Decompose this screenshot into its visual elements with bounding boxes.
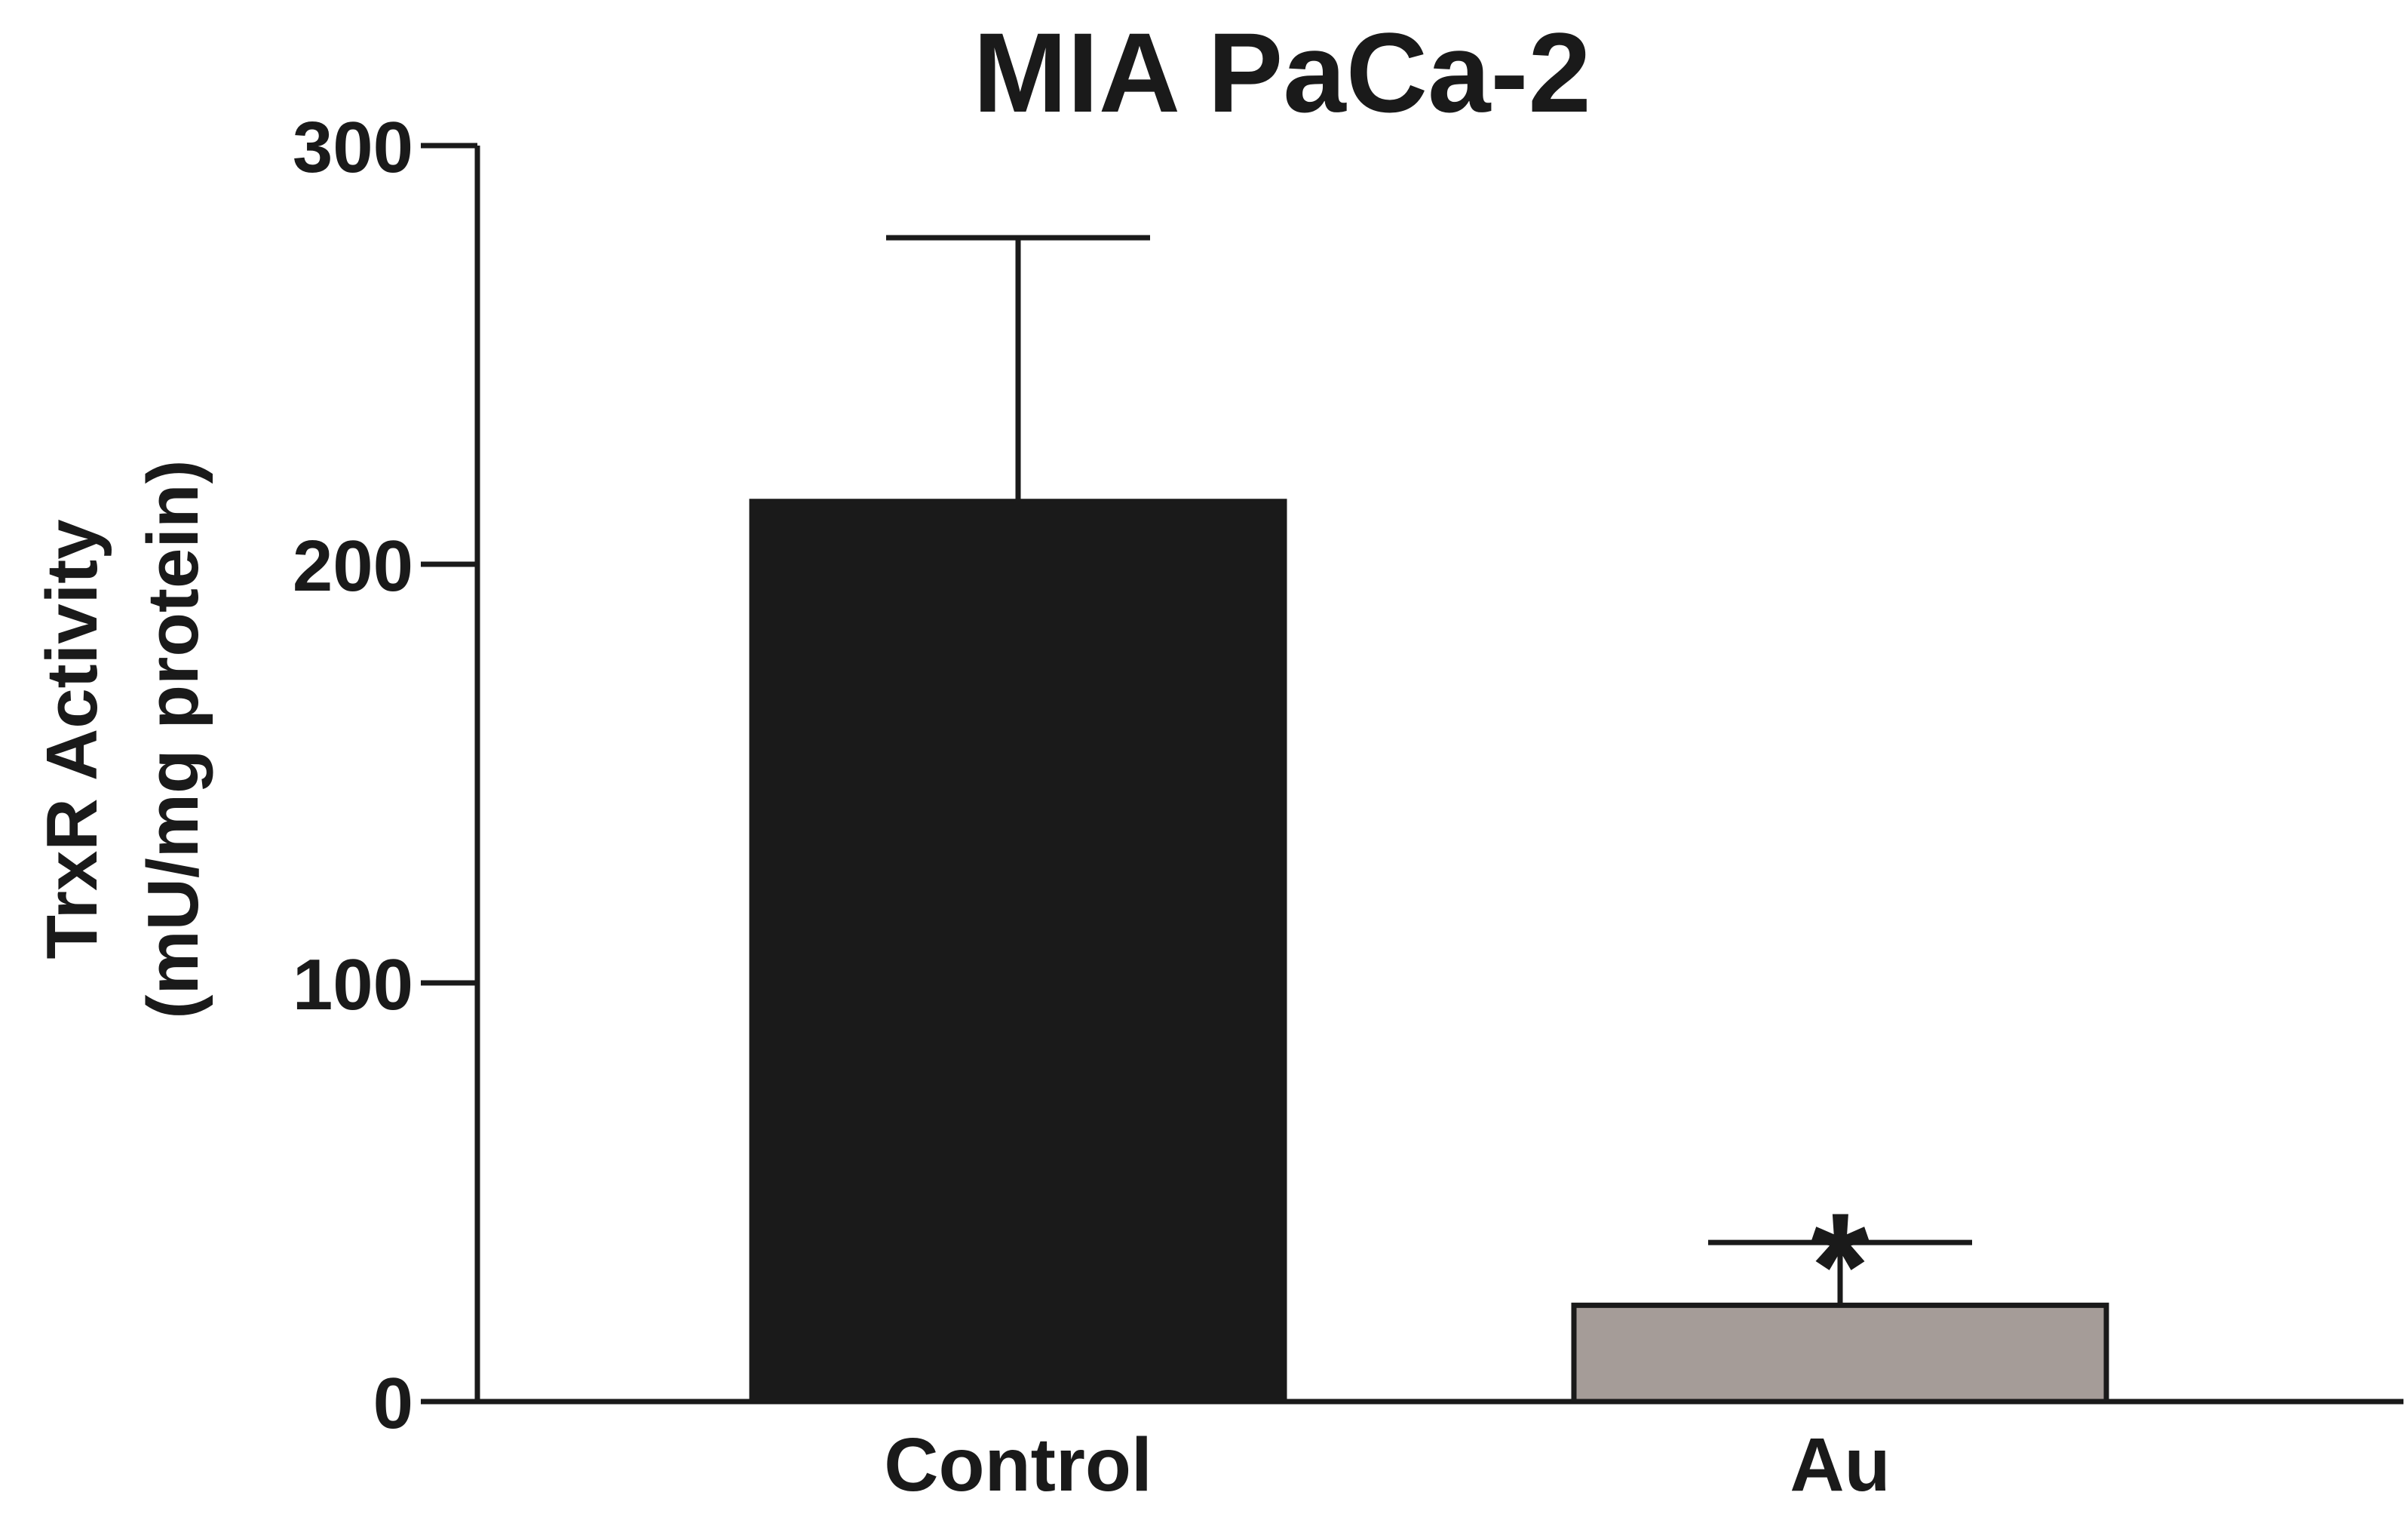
y-tick-label: 0 [373, 1363, 413, 1444]
category-label: Au [1790, 1423, 1890, 1507]
chart-title: MIA PaCa-2 [973, 9, 1591, 136]
y-axis-title: TrxR Activity (mU/mg protein) [32, 459, 213, 1018]
y-tick-label: 300 [293, 107, 413, 188]
error-bars [886, 235, 1972, 1306]
bar-control [749, 499, 1287, 1405]
y-axis-title-line-2: (mU/mg protein) [133, 459, 213, 1018]
category-label: Control [884, 1423, 1152, 1507]
y-tick-label: 200 [293, 526, 413, 606]
significance-asterisk: * [1811, 1182, 1870, 1350]
bars [749, 499, 2109, 1405]
annotations: * [1811, 1182, 1870, 1350]
y-ticks: 0 100 200 300 [293, 107, 477, 1444]
y-axis-title-line-1: TrxR Activity [32, 519, 112, 959]
category-labels: Control Au [884, 1423, 1890, 1507]
y-tick-label: 100 [293, 944, 413, 1025]
